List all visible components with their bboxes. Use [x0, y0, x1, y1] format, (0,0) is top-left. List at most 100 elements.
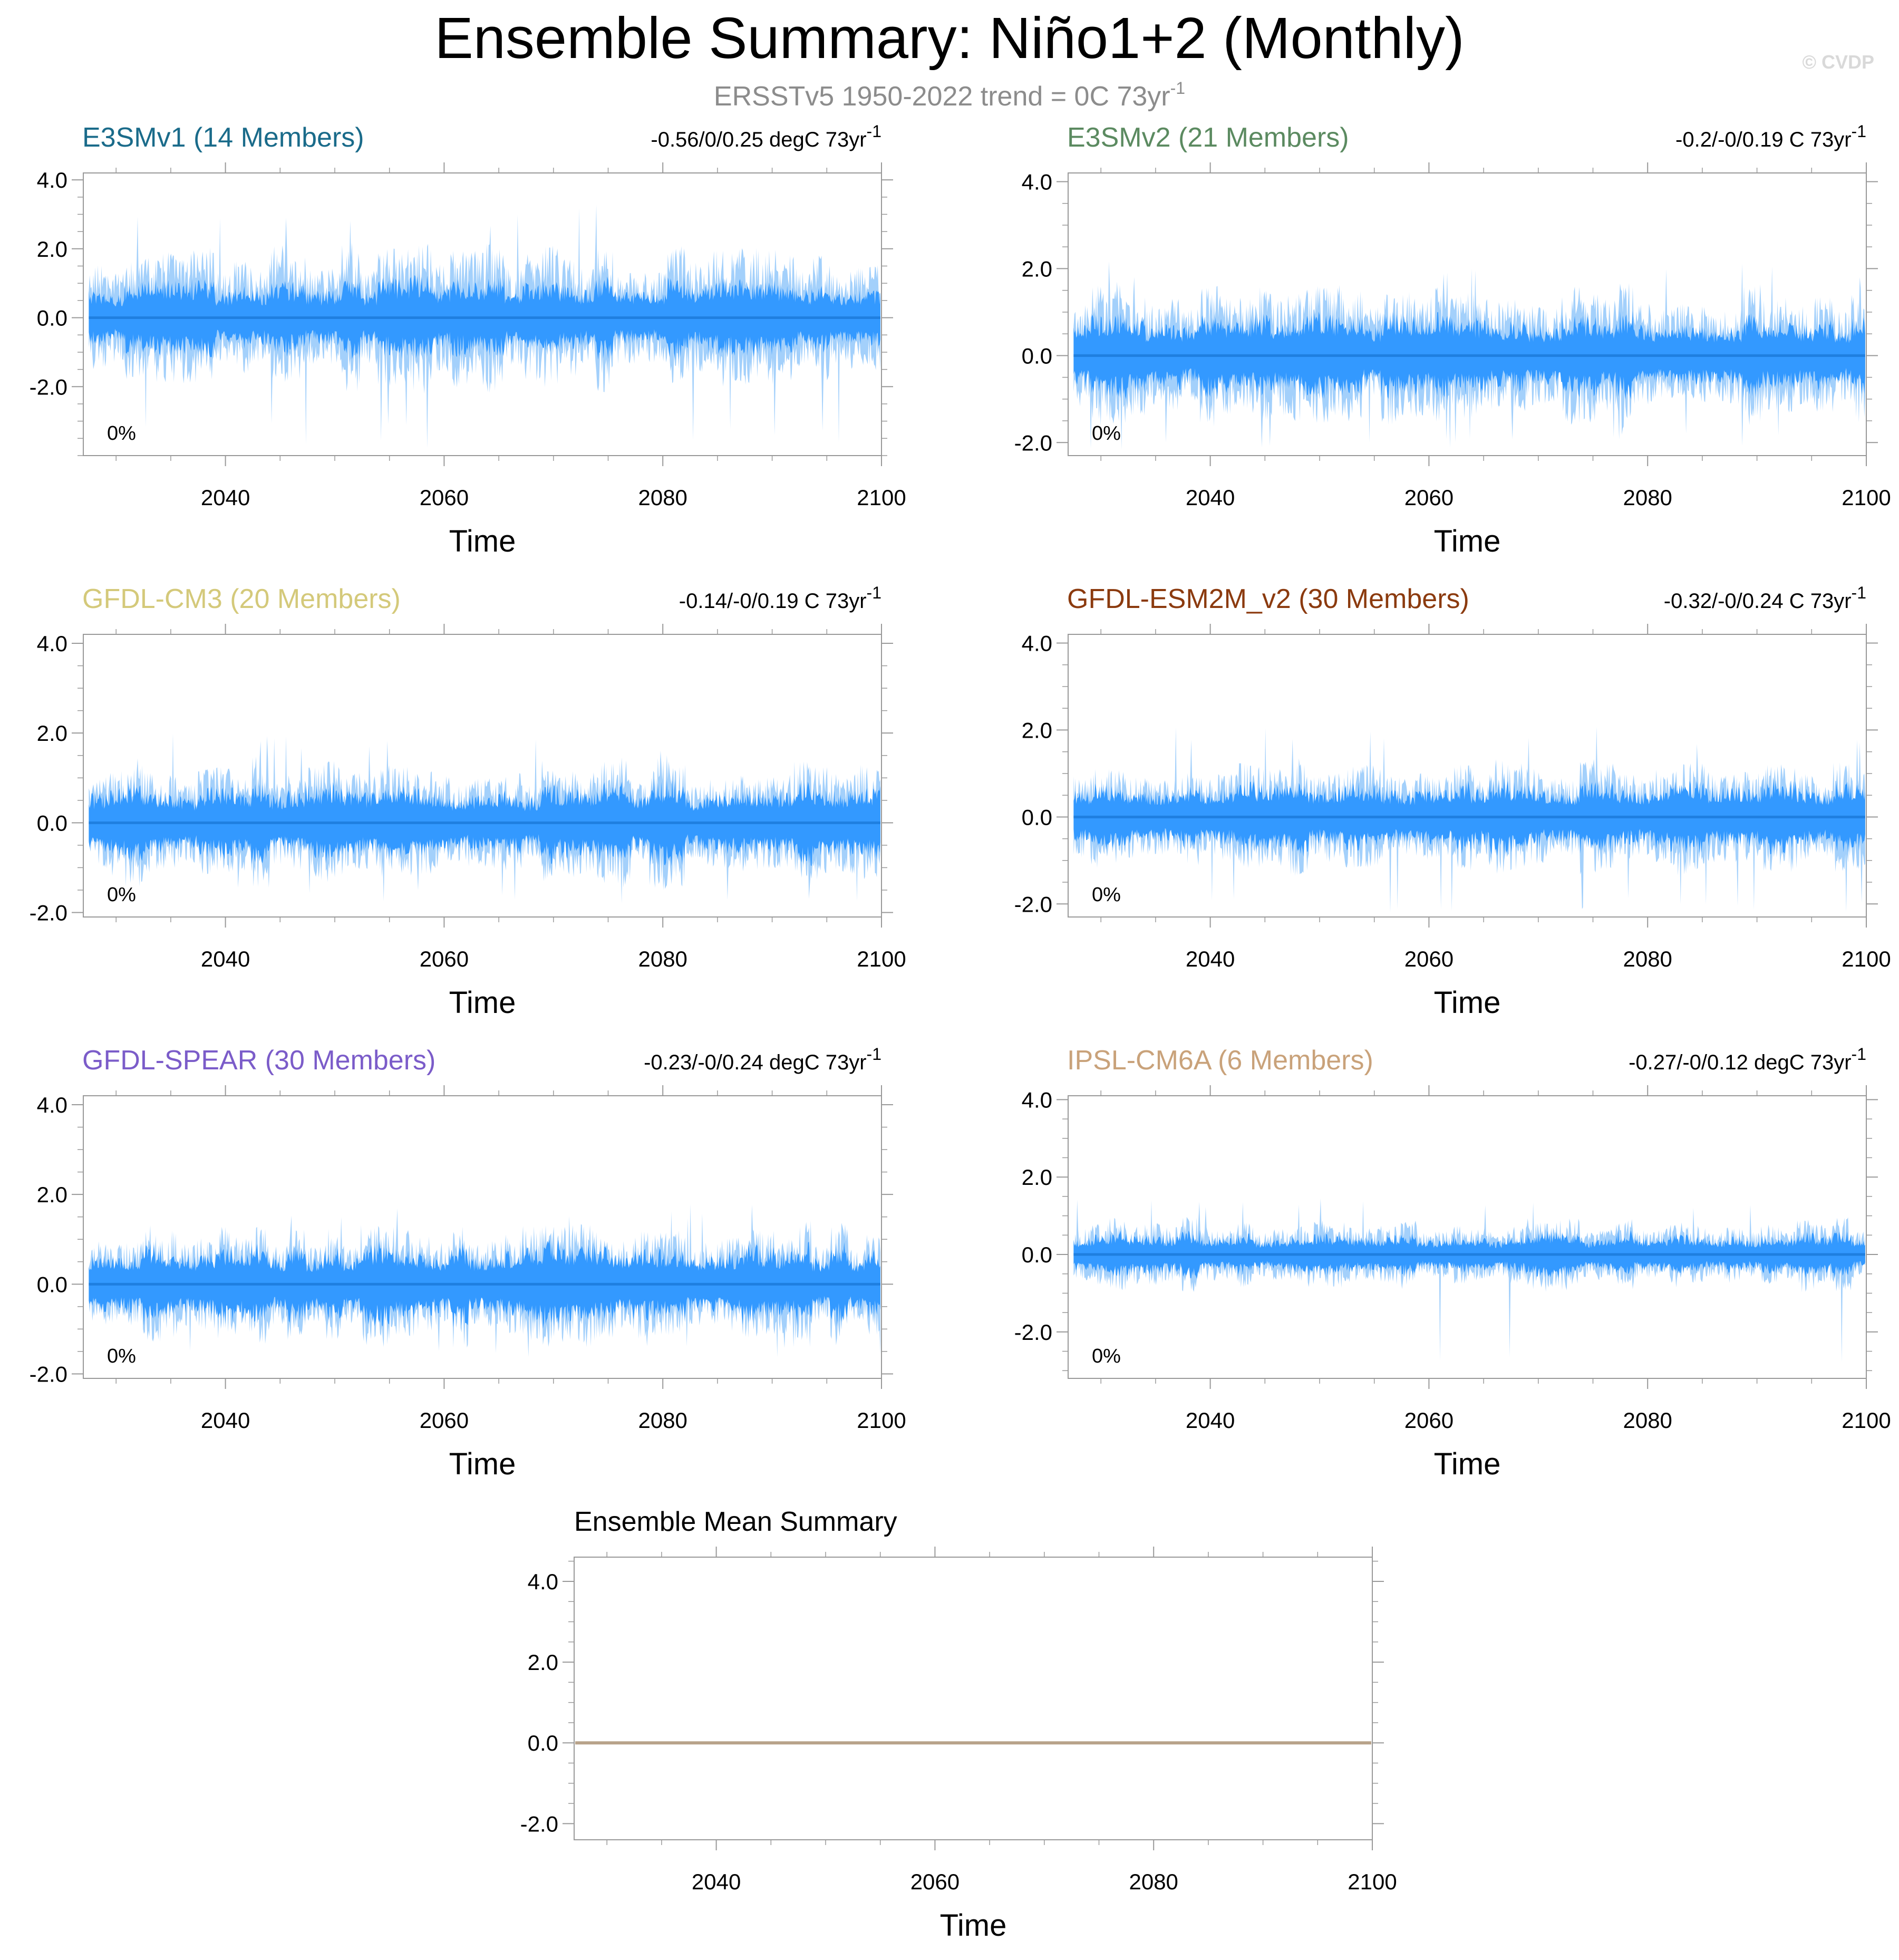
x-tick-label: 2040	[1186, 485, 1235, 510]
trend-label: -0.27/-0/0.12 degC 73yr-1	[1629, 1045, 1866, 1074]
plot-data	[89, 205, 880, 448]
chart-panel-3: GFDL-CM3 (20 Members) -0.14/-0/0.19 C 73y…	[30, 583, 906, 1020]
trend-label-superscript: -1	[867, 1045, 881, 1064]
x-axis-title: Time	[940, 1908, 1007, 1943]
chart-panel-5: GFDL-SPEAR (30 Members) -0.23/-0/0.24 deg…	[30, 1045, 906, 1481]
figure-subtitle: ERSSTv5 1950-2022 trend = 0C 73yr-1	[714, 79, 1185, 112]
x-tick-label: 2060	[420, 947, 469, 971]
x-tick-label: 2100	[857, 485, 906, 510]
y-tick-label: 2.0	[37, 721, 67, 746]
x-tick-label: 2040	[1186, 1408, 1235, 1433]
percent-label: 0%	[107, 1345, 136, 1367]
x-tick-label: 2060	[420, 485, 469, 510]
percent-label: 0%	[1092, 884, 1121, 906]
y-tick-label: 4.0	[528, 1569, 558, 1594]
plot-frame	[1068, 634, 1867, 918]
y-tick-label: 4.0	[37, 168, 67, 192]
y-tick-label: 2.0	[37, 1182, 67, 1207]
plot-frame	[1068, 172, 1867, 456]
y-tick-label: 4.0	[1022, 169, 1052, 194]
y-tick-label: 4.0	[37, 1093, 67, 1117]
plot-frame	[574, 1557, 1373, 1840]
figure-subtitle-text: ERSSTv5 1950-2022 trend = 0C 73yr	[714, 81, 1170, 112]
trend-label-text: -0.27/-0/0.12 degC 73yr	[1629, 1051, 1851, 1074]
panel-title: GFDL-SPEAR (30 Members)	[82, 1045, 435, 1076]
y-tick-label: 0.0	[528, 1731, 558, 1755]
chart-panel-2: E3SMv2 (21 Members) -0.2/-0/0.19 C 73yr-1…	[1014, 122, 1891, 558]
x-tick-label: 2100	[1842, 947, 1891, 971]
figure-subtitle-superscript: -1	[1170, 79, 1185, 98]
x-axis-title: Time	[449, 1447, 516, 1481]
chart-panel-4: GFDL-ESM2M_v2 (30 Members) -0.32/-0/0.24 …	[1014, 583, 1891, 1020]
percent-label: 0%	[1092, 1345, 1121, 1367]
x-tick-label: 2080	[638, 947, 687, 971]
x-tick-label: 2080	[638, 485, 687, 510]
trend-label-text: -0.56/0/0.25 degC 73yr	[651, 128, 866, 151]
panels-container: E3SMv1 (14 Members) -0.56/0/0.25 degC 73y…	[30, 122, 1891, 1943]
x-tick-label: 2080	[1623, 1408, 1672, 1433]
plot-data	[89, 1204, 880, 1357]
chart-panel-6: IPSL-CM6A (6 Members) -0.27/-0/0.12 degC …	[1014, 1045, 1891, 1481]
x-axis-title: Time	[449, 524, 516, 558]
y-tick-label: -2.0	[1014, 892, 1052, 916]
trend-label-superscript: -1	[867, 583, 881, 602]
y-tick-label: 4.0	[1022, 1087, 1052, 1112]
plot-data	[1073, 727, 1865, 913]
x-tick-label: 2040	[201, 947, 250, 971]
x-tick-label: 2060	[420, 1408, 469, 1433]
trend-label-text: -0.14/-0/0.19 C 73yr	[679, 590, 867, 613]
x-tick-label: 2100	[1842, 485, 1891, 510]
y-tick-label: 2.0	[528, 1650, 558, 1675]
y-tick-label: 2.0	[1022, 256, 1052, 281]
trend-label-superscript: -1	[1852, 1045, 1866, 1064]
trend-label: -0.2/-0/0.19 C 73yr-1	[1675, 122, 1866, 151]
trend-label-text: -0.23/-0/0.24 degC 73yr	[644, 1051, 866, 1074]
x-tick-label: 2100	[1348, 1869, 1397, 1894]
y-tick-label: 0.0	[37, 306, 67, 331]
y-tick-label: 0.0	[1022, 343, 1052, 368]
y-tick-label: -2.0	[30, 1362, 67, 1386]
watermark: © CVDP	[1802, 51, 1874, 73]
x-tick-label: 2100	[1842, 1408, 1891, 1433]
plot-frame	[83, 634, 882, 918]
y-tick-label: 4.0	[37, 631, 67, 656]
panel-title: E3SMv1 (14 Members)	[82, 122, 364, 153]
trend-label-superscript: -1	[1852, 122, 1866, 141]
x-tick-label: 2040	[201, 1408, 250, 1433]
trend-label: -0.14/-0/0.19 C 73yr-1	[679, 583, 881, 613]
panel-title: GFDL-ESM2M_v2 (30 Members)	[1067, 584, 1469, 614]
percent-label: 0%	[107, 884, 136, 906]
trend-label: -0.23/-0/0.24 degC 73yr-1	[644, 1045, 881, 1074]
y-tick-label: 0.0	[37, 1272, 67, 1297]
panel-title: Ensemble Mean Summary	[574, 1507, 897, 1537]
plot-frame	[83, 1095, 882, 1379]
x-tick-label: 2100	[857, 1408, 906, 1433]
plot-data	[1073, 1199, 1865, 1362]
y-tick-label: -2.0	[30, 900, 67, 925]
y-tick-label: 2.0	[1022, 1165, 1052, 1190]
x-tick-label: 2040	[1186, 947, 1235, 971]
trend-label-superscript: -1	[1852, 583, 1866, 602]
x-tick-label: 2080	[1129, 1869, 1178, 1894]
figure-title: Ensemble Summary: Niño1+2 (Monthly)	[434, 6, 1464, 71]
y-tick-label: -2.0	[520, 1811, 558, 1836]
y-tick-label: 0.0	[1022, 1242, 1052, 1267]
panel-title: GFDL-CM3 (20 Members)	[82, 584, 401, 614]
trend-label-text: -0.2/-0/0.19 C 73yr	[1675, 128, 1852, 151]
trend-label: -0.56/0/0.25 degC 73yr-1	[651, 122, 881, 151]
panel-title: E3SMv2 (21 Members)	[1067, 122, 1349, 153]
y-tick-label: 0.0	[37, 810, 67, 835]
panel-title: IPSL-CM6A (6 Members)	[1067, 1045, 1373, 1076]
x-tick-label: 2080	[1623, 485, 1672, 510]
y-tick-label: 2.0	[37, 237, 67, 262]
y-tick-label: -2.0	[1014, 430, 1052, 455]
x-tick-label: 2060	[910, 1869, 960, 1894]
y-tick-label: 4.0	[1022, 631, 1052, 655]
plot-data	[89, 733, 880, 904]
x-axis-title: Time	[449, 986, 516, 1020]
plot-data	[1073, 261, 1865, 450]
x-tick-label: 2040	[201, 485, 250, 510]
x-tick-label: 2080	[1623, 947, 1672, 971]
y-tick-label: 0.0	[1022, 805, 1052, 829]
